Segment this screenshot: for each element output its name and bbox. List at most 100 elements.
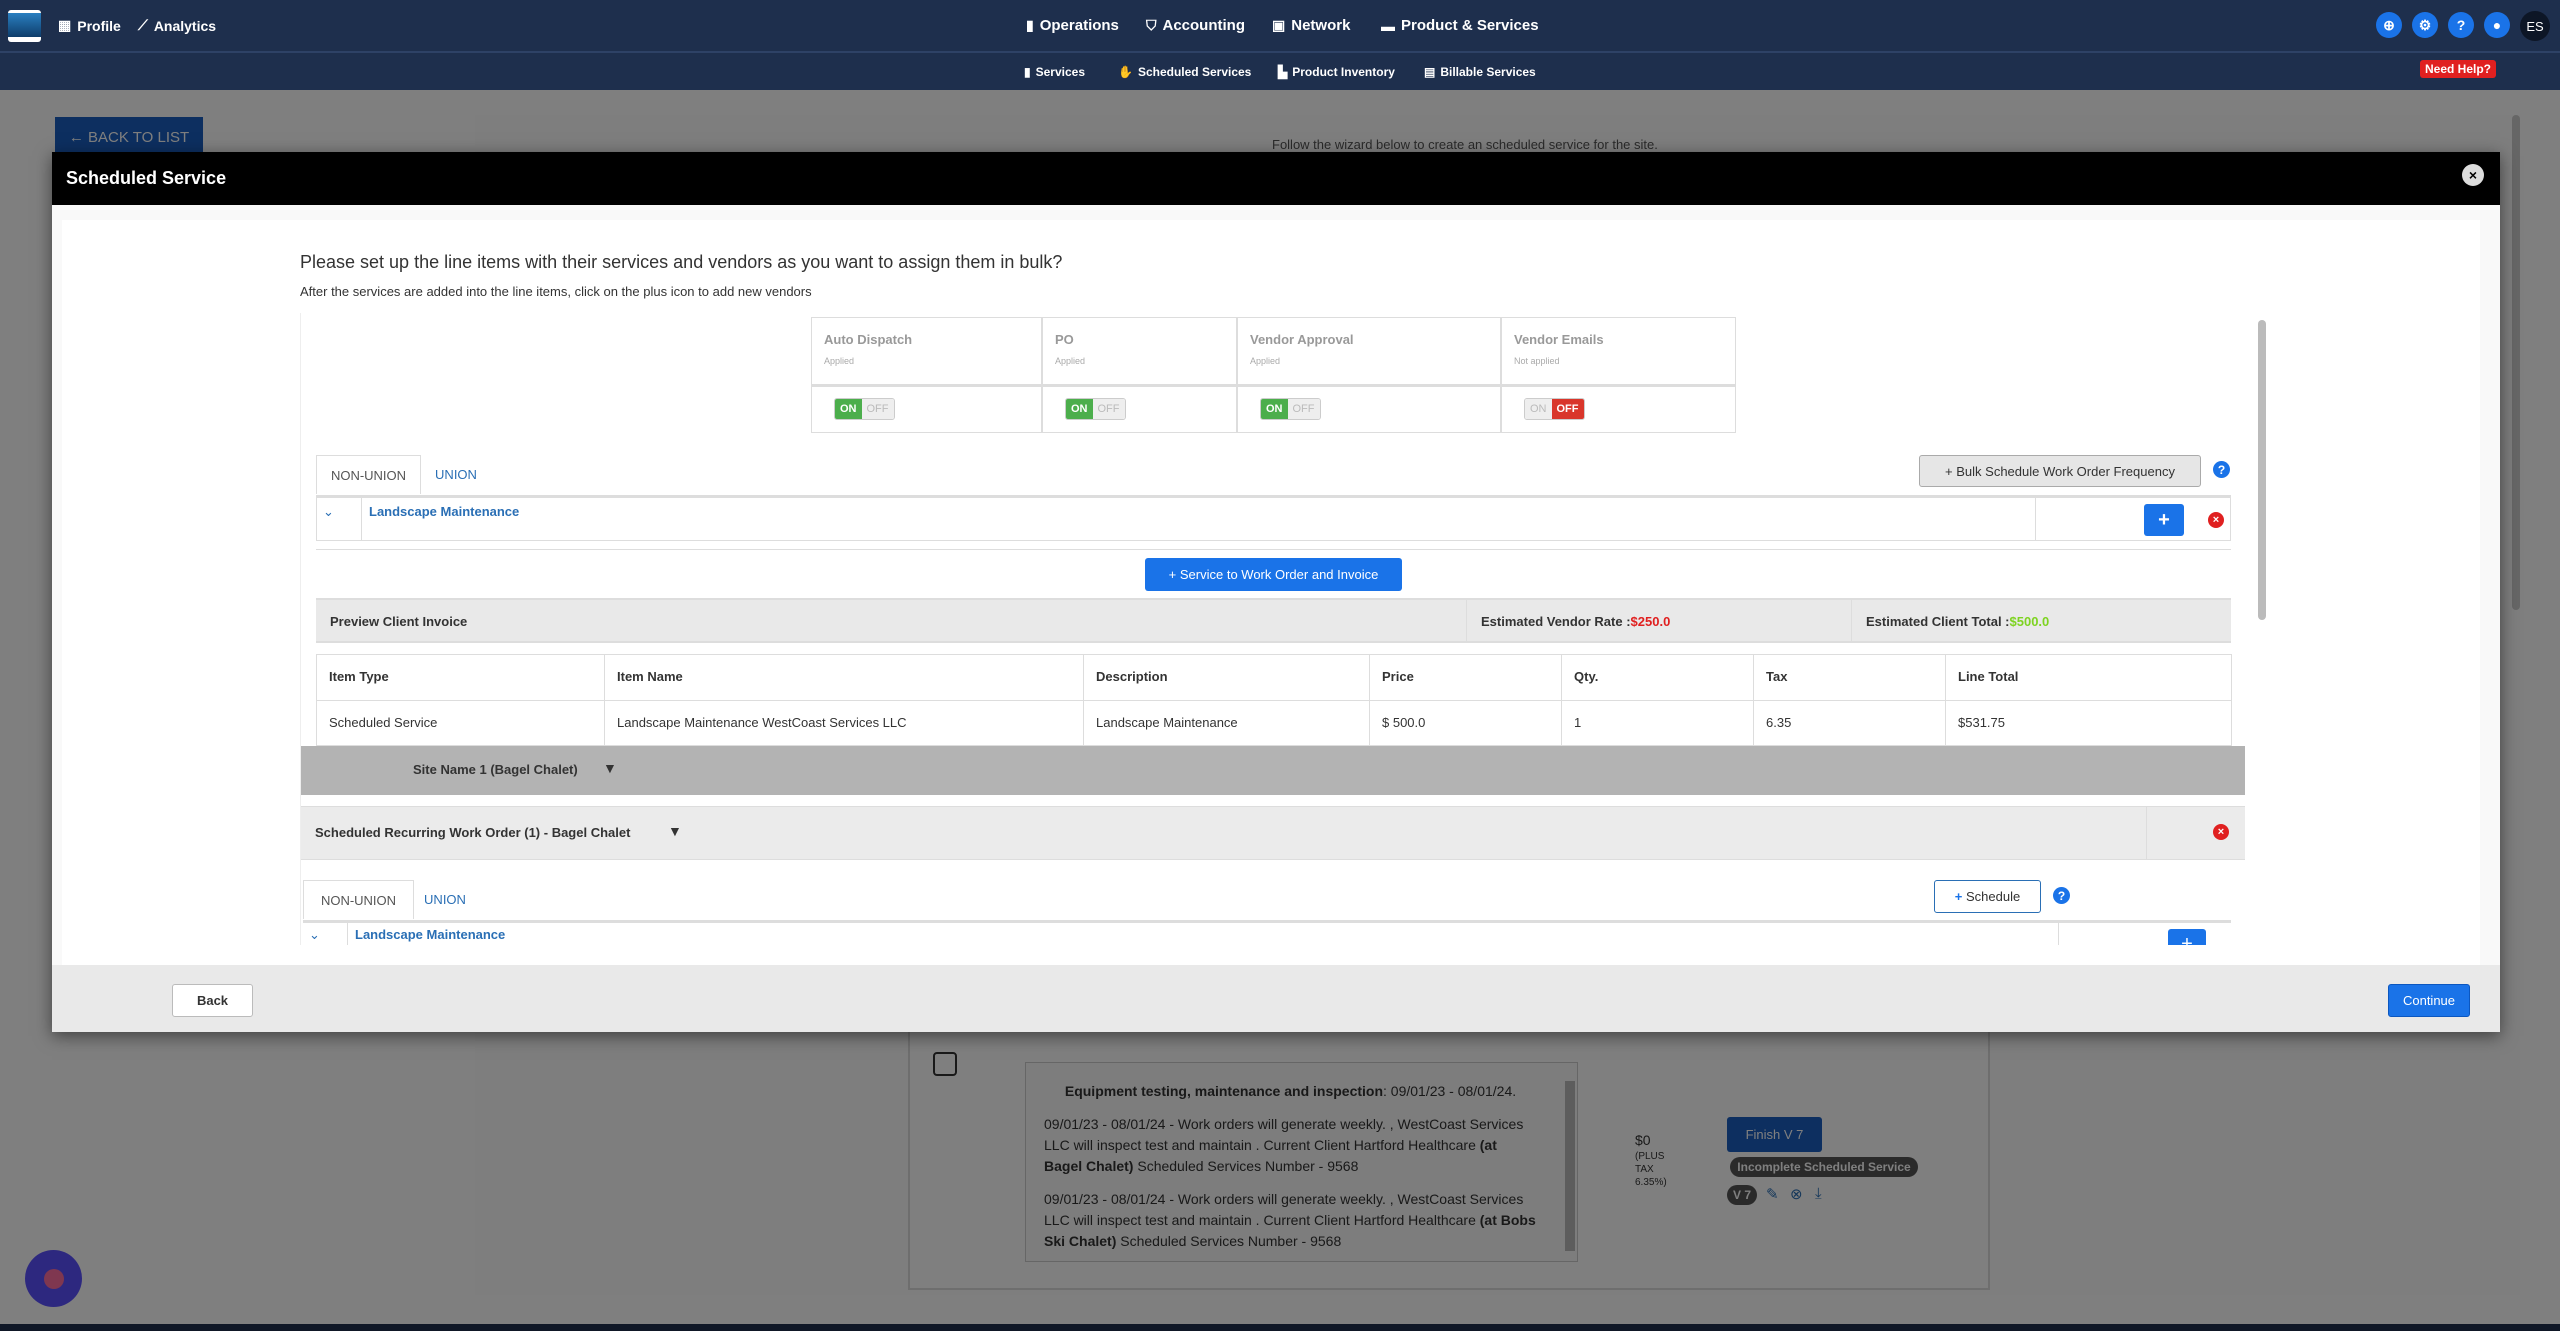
service-button-row: + Service to Work Order and Invoice [316,549,2231,597]
toggle-cell: Auto Dispatch Applied ON OFF [811,317,1042,433]
line-item-name[interactable]: Landscape Maintenance [355,927,506,942]
table-cell: Landscape Maintenance WestCoast Services… [604,700,1084,746]
nav-product-services[interactable]: ▬ Product & Services [1381,17,1539,34]
chart-line-icon: ⟋ [138,17,148,33]
plus-icon: + [1168,567,1180,582]
nav-network[interactable]: ▣ Network [1272,17,1351,34]
nav-operations[interactable]: ▮ Operations [1026,17,1119,34]
toggle-switch[interactable]: ON OFF [834,398,895,420]
tab-non-union[interactable]: NON-UNION [316,455,421,494]
column-header: Price [1369,654,1562,701]
line-item-name[interactable]: Landscape Maintenance [369,504,520,519]
column-header: Qty. [1561,654,1754,701]
handshake-icon: ✋ [1118,64,1133,79]
tab-non-union[interactable]: NON-UNION [303,880,414,919]
modal-header: Scheduled Service [52,152,2500,205]
tab-union[interactable]: UNION [424,892,466,907]
table-cell: 1 [1561,700,1754,746]
toggle-label: Auto Dispatch [824,332,913,347]
on-label: ON [1525,399,1552,419]
toggle-switch[interactable]: ON OFF [1260,398,1321,420]
chat-icon[interactable]: ● [2484,12,2510,38]
top-navbar: ▦ Profile ⟋ Analytics ▮ Operations ⛉ Account… [0,0,2560,90]
toggle-status: Applied [1250,356,1281,366]
continue-button[interactable]: Continue [2388,984,2470,1017]
avatar[interactable]: ES [2520,11,2550,41]
logo[interactable] [8,10,41,42]
briefcase-icon: ▬ [1381,17,1395,34]
column-header: Description [1083,654,1370,701]
network-icon: ▣ [1272,17,1286,33]
off-label: OFF [861,399,894,419]
help-icon[interactable]: ? [2448,12,2474,38]
caret-down-icon: ▼ [603,760,617,776]
invoice-table: Item Type Item Name Description Price Qty. Ta… [316,654,2232,746]
subnav-product-inventory[interactable]: ▙ Product Inventory [1278,64,1395,79]
preview-label: Preview Client Invoice [330,614,468,629]
dollar-shield-icon: ⛉ [1146,17,1157,33]
nav-profile[interactable]: ▦ Profile [58,17,121,34]
on-label: ON [1261,399,1288,419]
modal-title: Scheduled Service [66,168,227,188]
line-item-row: ⌄ Landscape Maintenance + × [316,495,2231,541]
chevron-down-icon[interactable]: ⌄ [317,498,362,541]
add-vendor-button[interactable]: + [2168,929,2206,945]
back-button[interactable]: Back [172,984,253,1017]
table-cell: $531.75 [1945,700,2232,746]
subnav-billable-services[interactable]: ▤ Billable Services [1424,64,1536,79]
off-label: OFF [1287,399,1320,419]
site-name-bar[interactable]: Site Name 1 (Bagel Chalet) ▼ [301,746,2245,795]
file-chart-icon: ▤ [1424,64,1436,79]
add-vendor-button[interactable]: + [2144,504,2184,536]
download-icon[interactable]: ⊕ [2376,12,2402,38]
toggle-cell: Vendor Emails Not applied ON OFF [1501,317,1736,433]
tab-union[interactable]: UNION [435,467,477,482]
add-service-button[interactable]: + Service to Work Order and Invoice [1145,558,1402,591]
table-cell: Landscape Maintenance [1083,700,1370,746]
toggle-switch[interactable]: ON OFF [1065,398,1126,420]
inventory-icon: ▙ [1278,64,1288,79]
schedule-button[interactable]: + Schedule [1934,880,2041,913]
on-label: ON [835,399,862,419]
chevron-down-icon[interactable]: ⌄ [303,923,348,945]
plus-icon: + [1945,463,1957,479]
toggle-cell: PO Applied ON OFF [1042,317,1237,433]
toggle-label: Vendor Emails [1514,332,1604,347]
column-header: Tax [1753,654,1946,701]
scrollbar[interactable] [2258,320,2266,620]
help-icon[interactable]: ? [2053,887,2070,904]
plus-icon: + [1954,889,1966,904]
toggle-status: Applied [1055,356,1086,366]
remove-icon[interactable]: × [2208,512,2224,528]
off-label: OFF [1551,399,1584,419]
toggle-label: Vendor Approval [1250,332,1354,347]
caret-down-icon: ▼ [668,823,682,839]
recurring-work-order-row[interactable]: Scheduled Recurring Work Order (1) - Bag… [301,806,2245,860]
toggle-status: Not applied [1514,356,1560,366]
subnav-services[interactable]: ▮ Services [1024,64,1085,79]
help-icon[interactable]: ? [2213,461,2230,478]
nav-analytics[interactable]: ⟋ Analytics [138,17,217,34]
remove-icon[interactable]: × [2213,824,2229,840]
medkit-icon: ▮ [1024,64,1031,79]
subnav-scheduled-services[interactable]: ✋ Scheduled Services [1118,64,1252,79]
need-help-button[interactable]: Need Help? [2420,60,2496,78]
column-header: Line Total [1945,654,2232,701]
off-label: OFF [1092,399,1125,419]
close-icon[interactable]: × [2462,164,2484,186]
bulk-schedule-button[interactable]: + Bulk Schedule Work Order Frequency [1919,455,2201,487]
nav-accounting[interactable]: ⛉ Accounting [1146,17,1245,34]
gear-icon[interactable]: ⚙ [2412,12,2438,38]
toggle-cell: Vendor Approval Applied ON OFF [1237,317,1501,433]
column-header: Item Type [316,654,605,701]
vendor-rate-label: Estimated Vendor Rate : [1481,614,1631,629]
table-cell: 6.35 [1753,700,1946,746]
on-label: ON [1066,399,1093,419]
line-items-scroll-area[interactable]: Auto Dispatch Applied ON OFF PO Applied ON… [300,313,2245,945]
modal-body: Please set up the line items with their … [62,220,2480,965]
toggle-switch[interactable]: ON OFF [1524,398,1585,420]
divider [0,51,2560,53]
toggle-status: Applied [824,356,855,366]
client-total-value: $500.0 [2009,614,2050,629]
client-total-label: Estimated Client Total : [1866,614,2010,629]
